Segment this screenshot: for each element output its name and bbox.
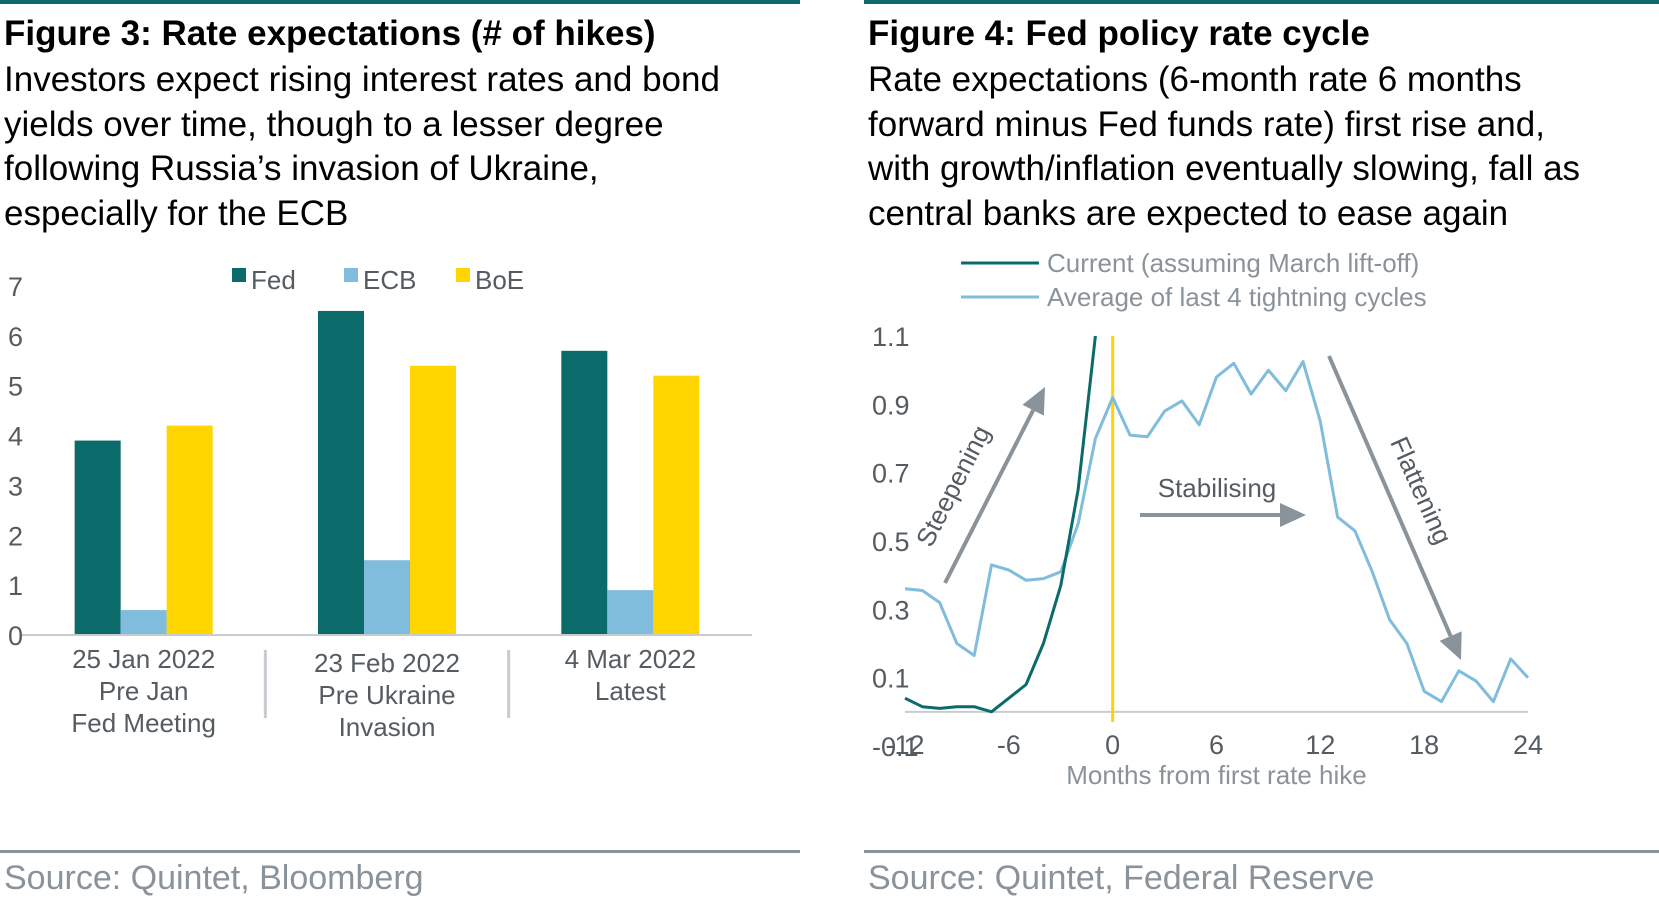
bar-ecb <box>120 610 167 635</box>
line-chart: -0.1 0.1 0.3 0.5 0.7 0.9 1.1 -12 -6 0 6 12 18 24 Month… <box>872 248 1543 790</box>
x-tick-label: -12 <box>885 730 924 760</box>
figure-4-panel: Figure 4: Fed policy rate cycle Rate exp… <box>864 0 1659 900</box>
bar-fed <box>318 310 364 635</box>
x-tick-label: 4 Mar 2022 <box>565 644 697 674</box>
figure-title: Figure 3: Rate expectations (# of hikes) <box>4 14 656 53</box>
y-tick-label: 6 <box>8 322 23 352</box>
y-tick-label: 0.1 <box>872 664 910 694</box>
subtitle-line: forward minus Fed funds rate) first rise… <box>868 104 1545 144</box>
top-rule <box>864 0 1659 4</box>
legend-label: BoE <box>475 265 524 295</box>
bar-fed <box>74 440 121 635</box>
y-tick-label: 0 <box>8 621 23 651</box>
x-tick-label: 23 Feb 2022 <box>314 648 460 678</box>
source-note: Source: Quintet, Federal Reserve <box>868 859 1375 897</box>
bottom-rule <box>864 850 1659 853</box>
x-tick-label: 25 Jan 2022 <box>72 644 215 674</box>
legend-label: Current (assuming March lift-off) <box>1047 248 1419 278</box>
stabilising-label: Stabilising <box>1158 473 1277 503</box>
bar-ecb <box>607 590 654 635</box>
figure-title: Figure 4: Fed policy rate cycle <box>868 14 1370 53</box>
legend-label: Average of last 4 tightning cycles <box>1047 282 1427 312</box>
subtitle-line: especially for the ECB <box>4 193 349 233</box>
x-tick-label: Latest <box>595 676 667 706</box>
legend-label: Fed <box>251 265 296 295</box>
subtitle-line: following Russia’s invasion of Ukraine, <box>4 149 599 188</box>
y-tick-label: 0.3 <box>872 595 910 625</box>
x-axis-label: Months from first rate hike <box>1066 760 1367 790</box>
x-tick-label: Fed Meeting <box>71 708 216 738</box>
series-line-0 <box>904 335 1097 714</box>
x-tick-label: Pre Ukraine <box>318 680 455 710</box>
subtitle-line: with growth/inflation eventually slowing… <box>868 149 1581 188</box>
y-tick-label: 3 <box>8 471 23 501</box>
bottom-rule <box>0 850 800 853</box>
bar-boe <box>410 365 456 635</box>
figure-subtitle: Investors expect rising interest rates a… <box>4 58 720 236</box>
y-tick-label: 4 <box>8 422 23 452</box>
x-tick-label: 0 <box>1105 730 1120 760</box>
y-tick-label: 0.5 <box>872 527 910 557</box>
steepening-label: Steepening <box>910 420 996 551</box>
bar-boe <box>166 425 213 635</box>
x-tick-label: 24 <box>1513 730 1543 760</box>
x-tick-label: -6 <box>997 730 1021 760</box>
series-line-1 <box>904 360 1530 704</box>
bar-boe <box>653 375 700 635</box>
bar-ecb <box>364 560 410 635</box>
legend-swatch-boe <box>456 268 470 282</box>
steepening-arrow-head <box>1022 387 1045 416</box>
legend-swatch-fed <box>232 268 246 282</box>
figure-3-panel: Figure 3: Rate expectations (# of hikes)… <box>0 0 800 900</box>
y-tick-label: 5 <box>8 372 23 402</box>
subtitle-line: central banks are expected to ease again <box>868 193 1509 233</box>
y-tick-label: 1.1 <box>872 322 910 352</box>
subtitle-line: yields over time, though to a lesser deg… <box>4 104 664 144</box>
y-tick-label: 0.9 <box>872 390 910 420</box>
x-tick-label: Pre Jan <box>99 676 189 706</box>
y-tick-label: 7 <box>8 272 23 302</box>
y-tick-label: -0.1 <box>872 732 919 762</box>
source-note: Source: Quintet, Bloomberg <box>4 859 424 897</box>
x-tick-label: Invasion <box>339 712 436 742</box>
legend-swatch-ecb <box>344 268 358 282</box>
flattening-arrow-head <box>1439 631 1462 660</box>
flattening-arrow-shaft <box>1327 355 1453 637</box>
steepening-arrow-shaft <box>943 409 1035 584</box>
flattening-label: Flattening <box>1384 432 1458 549</box>
stabilising-arrow-head <box>1280 503 1306 527</box>
subtitle-line: Investors expect rising interest rates a… <box>4 60 720 99</box>
subtitle-line: Rate expectations (6-month rate 6 months <box>868 60 1522 99</box>
legend-label: ECB <box>363 265 416 295</box>
figure-subtitle: Rate expectations (6-month rate 6 months… <box>868 58 1580 236</box>
y-tick-label: 2 <box>8 521 23 551</box>
bar-fed <box>561 350 608 635</box>
y-tick-label: 0.7 <box>872 459 910 489</box>
x-tick-label: 6 <box>1209 730 1224 760</box>
y-tick-label: 1 <box>8 571 23 601</box>
top-rule <box>0 0 800 4</box>
x-tick-label: 18 <box>1409 730 1439 760</box>
x-tick-label: 12 <box>1305 730 1335 760</box>
